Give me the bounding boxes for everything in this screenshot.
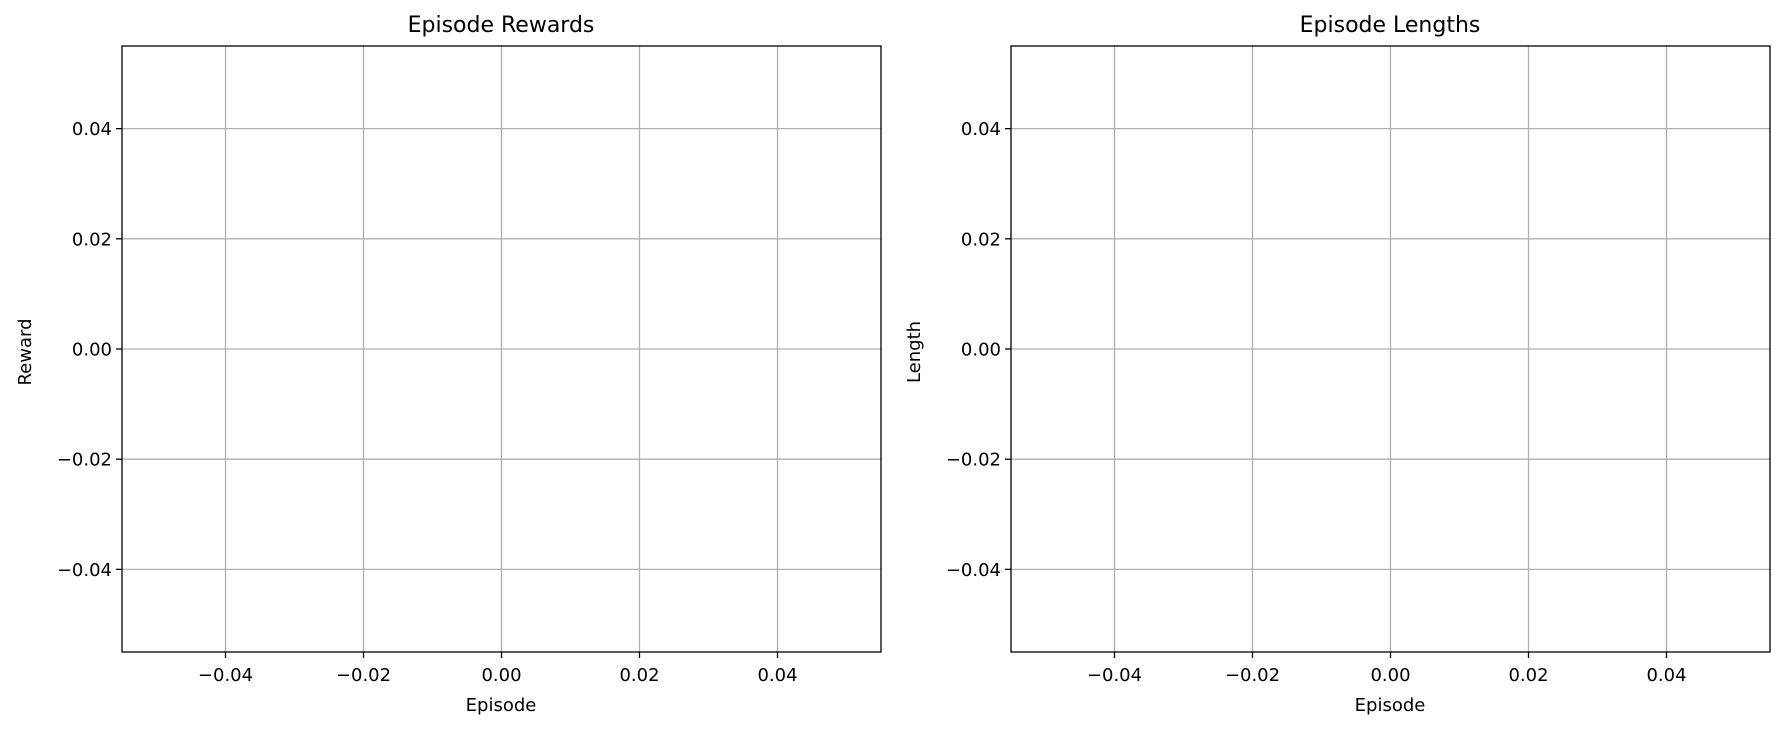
rewards-x-tick-label: 0.00: [481, 665, 521, 686]
rewards-x-tick-label: −0.02: [336, 665, 391, 686]
lengths-y-axis-label: Length: [904, 321, 925, 383]
lengths-y-tick-label: 0.04: [961, 119, 1001, 140]
rewards-chart-title: Episode Rewards: [408, 13, 595, 38]
lengths-x-tick-label: 0.04: [1646, 665, 1686, 686]
lengths-y-tick-label: 0.00: [961, 340, 1001, 361]
lengths-chart-title: Episode Lengths: [1300, 13, 1481, 38]
lengths-y-ticks: −0.04 −0.02 0.00 0.02 0.04: [946, 119, 1011, 581]
lengths-y-tick-label: 0.02: [961, 229, 1001, 250]
rewards-y-ticks: −0.04 −0.02 0.00 0.02 0.04: [57, 119, 122, 581]
lengths-x-axis-label: Episode: [1355, 695, 1426, 716]
lengths-x-tick-label: 0.00: [1370, 665, 1410, 686]
lengths-x-tick-label: −0.02: [1225, 665, 1280, 686]
rewards-x-tick-label: 0.04: [757, 665, 797, 686]
lengths-y-tick-label: −0.02: [946, 450, 1001, 471]
rewards-chart: Episode Rewards −0.04 −0.02 0.00 0.02 0.04 −…: [15, 13, 882, 716]
rewards-y-tick-label: 0.04: [72, 119, 112, 140]
rewards-y-tick-label: 0.02: [72, 229, 112, 250]
rewards-x-tick-label: −0.04: [198, 665, 253, 686]
rewards-y-axis-label: Reward: [15, 318, 36, 385]
lengths-grid: [1011, 46, 1770, 652]
rewards-grid: [122, 46, 881, 652]
rewards-x-tick-label: 0.02: [619, 665, 659, 686]
lengths-chart: Episode Lengths −0.04 −0.02 0.00 0.02 0.04 −…: [904, 13, 1771, 716]
rewards-x-axis-label: Episode: [466, 695, 537, 716]
lengths-y-tick-label: −0.04: [946, 560, 1001, 581]
lengths-x-ticks: −0.04 −0.02 0.00 0.02 0.04: [1087, 652, 1687, 686]
rewards-y-tick-label: −0.02: [57, 450, 112, 471]
rewards-x-ticks: −0.04 −0.02 0.00 0.02 0.04: [198, 652, 798, 686]
rewards-y-tick-label: −0.04: [57, 560, 112, 581]
rewards-y-tick-label: 0.00: [72, 340, 112, 361]
lengths-x-tick-label: 0.02: [1508, 665, 1548, 686]
lengths-x-tick-label: −0.04: [1087, 665, 1142, 686]
